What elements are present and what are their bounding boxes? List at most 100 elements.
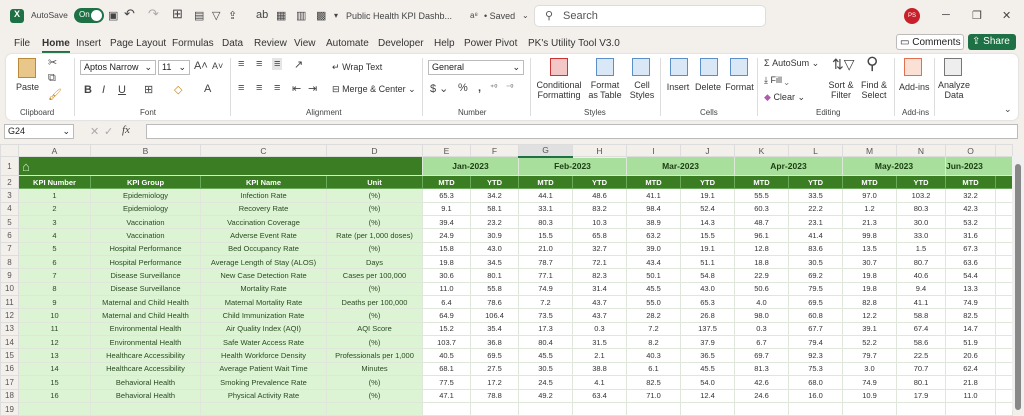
align-top-icon[interactable]: ≡ — [238, 58, 245, 70]
value-cell[interactable]: 22.2 — [788, 201, 843, 217]
borders-icon[interactable]: ⊞ — [172, 6, 183, 21]
align-left-icon[interactable]: ≡ — [238, 82, 245, 94]
value-cell[interactable]: 65.8 — [572, 228, 627, 243]
comma-icon[interactable]: , — [478, 82, 482, 94]
number-format-select[interactable]: General ⌄ — [428, 60, 524, 75]
value-cell[interactable]: 71.0 — [626, 388, 681, 403]
value-cell[interactable]: 52.2 — [842, 335, 897, 350]
form-icon[interactable]: ▤ — [194, 10, 205, 22]
value-cell[interactable]: 1.2 — [842, 201, 897, 217]
value-cell[interactable]: 21.8 — [945, 375, 996, 390]
kpi-group-cell[interactable]: Hospital Performance — [90, 241, 201, 257]
kpi-name-cell[interactable]: Infection Rate — [200, 188, 327, 203]
value-cell[interactable]: 75.3 — [788, 361, 843, 377]
kpi-number-cell[interactable]: 16 — [18, 388, 91, 403]
menu-tab-data[interactable]: Data — [222, 38, 244, 49]
value-cell[interactable]: 35.4 — [470, 321, 519, 337]
value-cell[interactable]: 49.2 — [518, 388, 573, 403]
kpi-name-cell[interactable]: Bed Occupancy Rate — [200, 241, 327, 257]
value-cell[interactable]: 58.1 — [470, 201, 519, 217]
value-cell[interactable]: 19.8 — [842, 281, 897, 297]
value-cell[interactable]: 9.4 — [896, 281, 946, 297]
value-cell[interactable]: 6.4 — [422, 295, 471, 310]
value-cell[interactable]: 45.5 — [680, 361, 735, 377]
unit-cell[interactable]: (%) — [326, 375, 423, 390]
value-cell[interactable]: 7.2 — [626, 321, 681, 337]
value-cell[interactable]: 42.3 — [945, 201, 996, 217]
value-cell[interactable]: 70.7 — [896, 361, 946, 377]
row-header[interactable]: 1 — [0, 156, 19, 176]
kpi-name-cell[interactable]: Air Quality Index (AQI) — [200, 321, 327, 337]
value-cell[interactable]: 48.6 — [572, 188, 627, 203]
value-cell[interactable]: 50.6 — [734, 281, 789, 297]
value-cell[interactable]: 67.3 — [945, 241, 996, 257]
value-cell[interactable]: 78.7 — [518, 255, 573, 270]
row-header[interactable]: 13 — [0, 321, 19, 337]
value-cell[interactable]: 10.9 — [842, 388, 897, 403]
share-button[interactable]: ⇪ Share — [968, 34, 1016, 50]
undo-icon[interactable]: ↶ — [124, 6, 135, 21]
filter-icon[interactable]: ▽ — [212, 10, 221, 22]
value-cell[interactable]: 82.5 — [626, 375, 681, 390]
kpi-group-cell[interactable]: Behavioral Health — [90, 375, 201, 390]
kpi-group-cell[interactable]: Disease Surveillance — [90, 281, 201, 297]
orientation-icon[interactable]: ↗ — [294, 59, 304, 71]
empty-cell[interactable] — [788, 401, 843, 416]
font-name-select[interactable]: Aptos Narrow ⌄ — [80, 60, 156, 75]
menu-tab-review[interactable]: Review — [254, 38, 287, 49]
comments-button[interactable]: ▭ Comments — [896, 34, 964, 50]
table-icon[interactable]: ▦ — [276, 10, 287, 22]
value-cell[interactable]: 58.8 — [896, 308, 946, 323]
value-cell[interactable]: 8.2 — [626, 335, 681, 350]
value-cell[interactable]: 7.2 — [518, 295, 573, 310]
empty-cell[interactable] — [842, 401, 897, 416]
kpi-number-cell[interactable]: 9 — [18, 295, 91, 310]
value-cell[interactable]: 30.6 — [422, 268, 471, 283]
value-cell[interactable]: 11.0 — [422, 281, 471, 297]
border-icon[interactable]: ⊞ — [144, 84, 154, 96]
value-cell[interactable]: 63.2 — [626, 228, 681, 243]
increase-decimal-icon[interactable]: ⁺⁰ — [490, 83, 498, 92]
value-cell[interactable]: 80.3 — [518, 215, 573, 230]
menu-tab-help[interactable]: Help — [434, 38, 455, 49]
formula-input[interactable] — [146, 124, 1018, 139]
value-cell[interactable]: 69.5 — [788, 295, 843, 310]
home-button[interactable]: ⌂ — [18, 156, 423, 176]
cut-icon[interactable]: ✂ — [48, 57, 58, 69]
add-ins-button[interactable]: Add-ins — [899, 82, 930, 92]
value-cell[interactable]: 44.1 — [518, 188, 573, 203]
decrease-font-icon[interactable]: A˅ — [212, 61, 224, 71]
value-cell[interactable]: 58.6 — [896, 335, 946, 350]
cancel-icon[interactable]: ✕ — [90, 126, 100, 138]
saved-status[interactable]: • Saved — [484, 11, 516, 21]
empty-cell[interactable] — [995, 335, 1013, 350]
value-cell[interactable]: 103.2 — [896, 188, 946, 203]
empty-cell[interactable] — [680, 401, 735, 416]
column-header-H[interactable]: H — [572, 144, 627, 157]
search-box[interactable]: ⚲ Search — [534, 5, 766, 27]
value-cell[interactable]: 55.0 — [626, 295, 681, 310]
value-cell[interactable]: 10.3 — [572, 215, 627, 230]
column-header-G[interactable]: G — [518, 144, 573, 158]
value-cell[interactable]: 11.0 — [945, 388, 996, 403]
value-cell[interactable]: 13.3 — [945, 281, 996, 297]
function-icon[interactable]: fx — [122, 124, 130, 136]
value-cell[interactable]: 41.4 — [788, 228, 843, 243]
paste-button[interactable]: Paste — [16, 82, 40, 92]
value-cell[interactable]: 19.8 — [422, 255, 471, 270]
column-header-K[interactable]: K — [734, 144, 789, 157]
clear-button[interactable]: ◆ Clear ⌄ — [764, 92, 805, 102]
value-cell[interactable]: 67.4 — [896, 321, 946, 337]
value-cell[interactable]: 80.7 — [896, 255, 946, 270]
value-cell[interactable]: 53.2 — [945, 215, 996, 230]
value-cell[interactable]: 24.5 — [518, 375, 573, 390]
value-cell[interactable]: 39.0 — [626, 241, 681, 257]
kpi-number-cell[interactable]: 10 — [18, 308, 91, 323]
underline-icon[interactable]: U — [118, 84, 126, 96]
value-cell[interactable]: 43.0 — [680, 281, 735, 297]
value-cell[interactable]: 24.9 — [422, 228, 471, 243]
column-header-J[interactable]: J — [680, 144, 735, 157]
conditional-formatting-button[interactable]: Conditional Formatting — [536, 80, 582, 100]
menu-tab-page-layout[interactable]: Page Layout — [110, 38, 167, 49]
row-header[interactable]: 2 — [0, 174, 19, 190]
